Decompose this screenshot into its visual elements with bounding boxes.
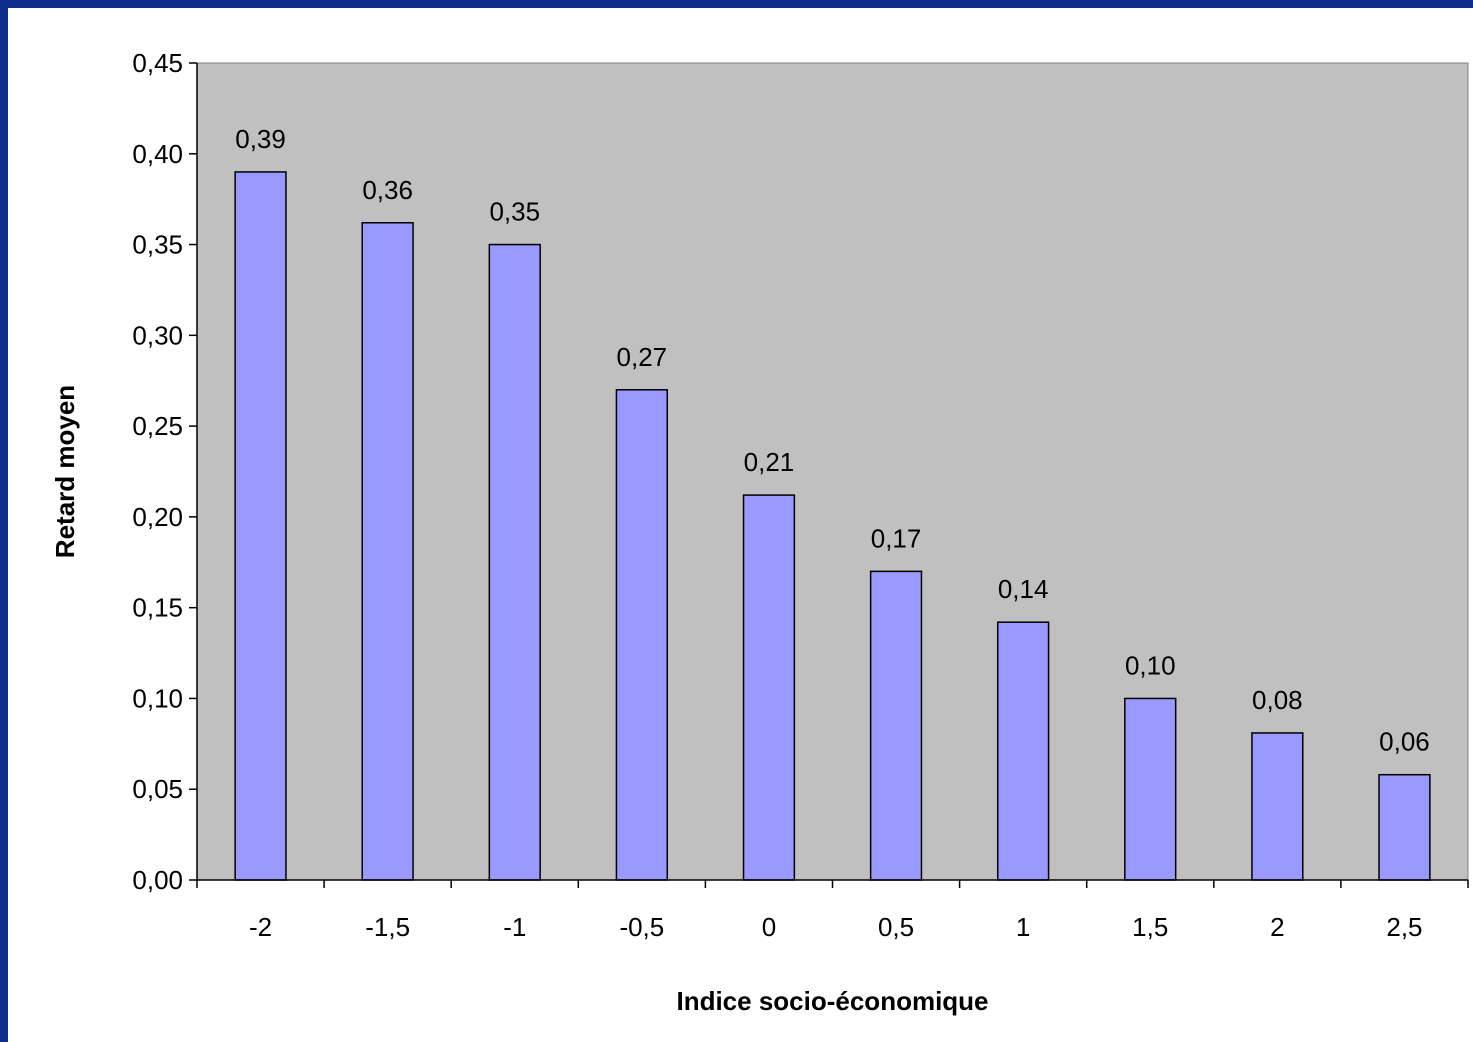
data-label: 0,08 [1252,685,1303,715]
y-axis-ticks: 0,00 0,05 0,10 0,15 0,20 0,25 0,30 0,35 0,40 0,45 [132,48,197,895]
x-tick-label: 0 [762,912,776,942]
y-axis-title: Retard moyen [50,385,80,558]
x-tick-label: 1,5 [1132,912,1168,942]
data-label: 0,35 [489,197,540,227]
data-label: 0,27 [617,342,668,372]
bar [234,171,287,881]
bar [1378,773,1431,881]
data-label: 0,10 [1125,650,1176,680]
y-tick-label: 0,05 [132,774,183,804]
y-tick-label: 0,00 [132,865,183,895]
bar [1251,732,1304,881]
y-tick-label: 0,35 [132,230,183,260]
x-axis-title: Indice socio-économique [676,986,988,1016]
x-tick-label: 2 [1270,912,1284,942]
x-tick-label: 1 [1016,912,1030,942]
y-tick-label: 0,45 [132,48,183,78]
bar [742,494,796,881]
data-label: 0,36 [362,175,413,205]
bar [869,570,923,881]
bar [615,389,669,881]
x-axis-ticks: -2 -1,5 -1 -0,5 0 0,5 1 1,5 2 2,5 [196,880,1469,942]
x-tick-label: -0,5 [619,912,664,942]
bar [361,222,414,881]
bar [996,621,1050,881]
y-tick-label: 0,25 [132,411,183,441]
data-label: 0,14 [998,574,1049,604]
x-tick-label: 0,5 [878,912,914,942]
chart-frame: 0,00 0,05 0,10 0,15 0,20 0,25 0,30 0,35 0,40 0,45… [8,8,1473,1042]
data-label: 0,39 [235,124,286,154]
data-label: 0,06 [1379,727,1430,757]
data-label: 0,21 [744,447,795,477]
bar [1124,697,1177,881]
y-tick-label: 0,15 [132,593,183,623]
bar-chart: 0,00 0,05 0,10 0,15 0,20 0,25 0,30 0,35 0,40 0,45… [50,48,1469,1016]
y-tick-label: 0,20 [132,502,183,532]
y-tick-label: 0,40 [132,139,183,169]
bars: 0,39 0,36 0,35 0,27 0,21 0,17 0,14 0,10 0,08 0,06 [234,124,1431,881]
x-tick-label: -1 [503,912,526,942]
data-label: 0,17 [871,523,922,553]
x-tick-label: -1,5 [365,912,410,942]
y-tick-label: 0,30 [132,320,183,350]
y-tick-label: 0,10 [132,683,183,713]
bar [488,243,541,881]
x-tick-label: 2,5 [1386,912,1422,942]
x-tick-label: -2 [249,912,272,942]
